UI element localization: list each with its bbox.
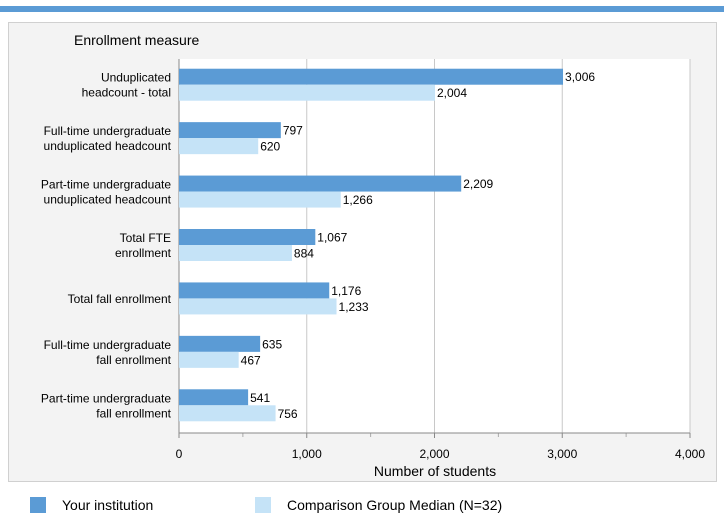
- category-label: fall enrollment: [96, 353, 171, 367]
- legend-item-institution: Your institution: [30, 497, 153, 513]
- category-label: Total fall enrollment: [68, 292, 172, 306]
- category-label: Part-time undergraduate: [41, 178, 171, 192]
- category-label: unduplicated headcount: [44, 139, 172, 153]
- legend-swatch-comparison: [255, 497, 271, 513]
- category-label: headcount - total: [82, 86, 171, 100]
- x-tick-label: 0: [176, 447, 183, 461]
- bar-comparison: [179, 351, 239, 368]
- category-label: Full-time undergraduate: [44, 338, 172, 352]
- category-label: Full-time undergraduate: [44, 124, 172, 138]
- enrollment-bar-chart: 0 1,000 2,000 3,000 4,000 3,006 2,004 Unduplica…: [41, 32, 705, 479]
- legend-item-comparison: Comparison Group Median (N=32): [255, 497, 502, 513]
- bar-comparison: [179, 84, 436, 101]
- bar-institution: [179, 175, 462, 192]
- legend-swatch-institution: [30, 497, 46, 513]
- category-label: unduplicated headcount: [44, 193, 172, 207]
- labels-layer: 0 1,000 2,000 3,000 4,000 3,006 2,004 Unduplica…: [41, 70, 705, 461]
- bar-institution: [179, 282, 330, 299]
- data-label-institution: 3,006: [565, 70, 595, 84]
- legend-label-institution: Your institution: [62, 497, 154, 513]
- category-label: Total FTE: [120, 231, 171, 245]
- x-tick-label: 1,000: [292, 447, 322, 461]
- data-label-comparison: 1,233: [339, 300, 369, 314]
- category-label: enrollment: [115, 246, 172, 260]
- top-accent-bar: [0, 6, 724, 12]
- legend-label-comparison: Comparison Group Median (N=32): [287, 497, 503, 513]
- bar-institution: [179, 335, 261, 352]
- bar-comparison: [179, 191, 341, 208]
- bar-institution: [179, 229, 316, 245]
- data-label-institution: 2,209: [463, 177, 493, 191]
- data-label-comparison: 620: [260, 140, 280, 154]
- category-label: Unduplicated: [101, 71, 171, 85]
- data-label-institution: 541: [250, 391, 270, 405]
- bar-comparison: [179, 298, 337, 315]
- y-axis-title: Enrollment measure: [74, 32, 199, 48]
- bar-comparison: [179, 138, 259, 155]
- data-label-institution: 1,176: [331, 284, 361, 298]
- category-label: fall enrollment: [96, 406, 171, 420]
- bar-comparison: [179, 405, 276, 422]
- data-label-comparison: 1,266: [343, 193, 373, 207]
- data-label-comparison: 467: [241, 353, 261, 367]
- chart-panel: 0 1,000 2,000 3,000 4,000 3,006 2,004 Unduplica…: [8, 22, 717, 482]
- data-label-institution: 1,067: [317, 231, 347, 245]
- data-label-institution: 797: [283, 124, 303, 138]
- bars-layer: [179, 68, 564, 422]
- x-tick-label: 2,000: [419, 447, 449, 461]
- bar-institution: [179, 389, 249, 406]
- bar-institution: [179, 122, 281, 139]
- x-tick-label: 3,000: [547, 447, 577, 461]
- bar-institution: [179, 68, 564, 85]
- data-label-comparison: 884: [294, 247, 314, 261]
- x-axis-title: Number of students: [374, 463, 496, 479]
- x-tick-label: 4,000: [675, 447, 705, 461]
- data-label-comparison: 2,004: [437, 86, 467, 100]
- legend: Your institution Comparison Group Median…: [8, 486, 717, 518]
- bar-comparison: [179, 245, 292, 261]
- data-label-institution: 635: [262, 337, 282, 351]
- category-label: Part-time undergraduate: [41, 391, 171, 405]
- data-label-comparison: 756: [278, 407, 298, 421]
